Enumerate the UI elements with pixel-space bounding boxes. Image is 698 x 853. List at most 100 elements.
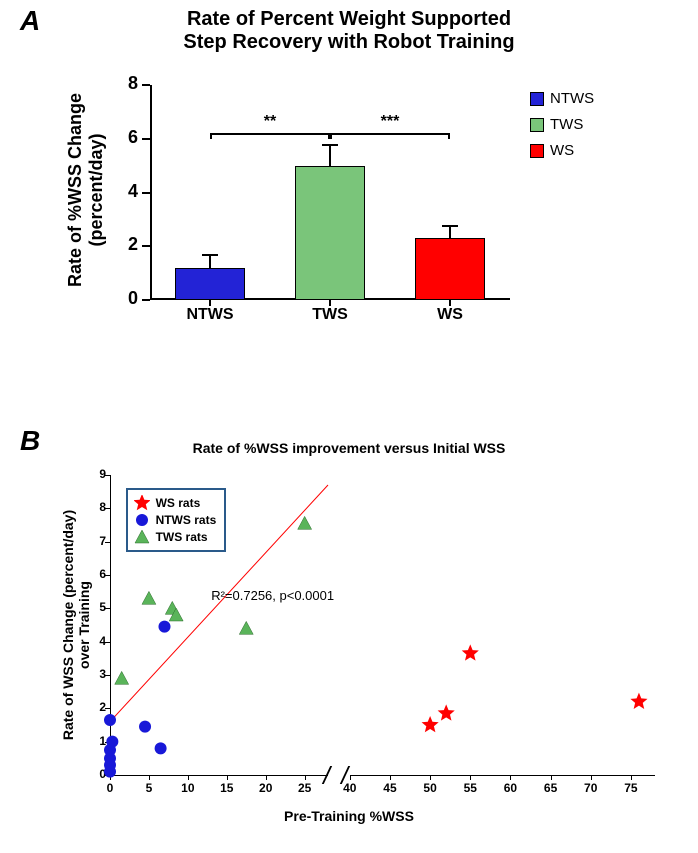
xtick xyxy=(266,775,267,780)
legend-label: NTWS xyxy=(550,90,594,107)
b-ylabel-l2: over Training xyxy=(76,581,92,669)
errorbar xyxy=(449,225,451,238)
xtick-label: 5 xyxy=(137,781,161,795)
point-ntws xyxy=(139,721,151,733)
bar-tws xyxy=(295,166,365,300)
errorbar-cap xyxy=(202,254,218,256)
title-line2: Step Recovery with Robot Training xyxy=(183,31,514,53)
ytick-label: 0 xyxy=(88,767,106,781)
ytick xyxy=(142,192,150,194)
point-ws xyxy=(438,704,455,720)
xtick-label: 65 xyxy=(539,781,563,795)
xtick xyxy=(209,300,211,306)
ylabel-l2: (percent/day) xyxy=(86,133,106,246)
ytick-label: 5 xyxy=(88,600,106,614)
panel-b-title: Rate of %WSS improvement versus Initial … xyxy=(0,440,698,456)
point-ws xyxy=(462,644,479,660)
xtick-label: 70 xyxy=(579,781,603,795)
sig-label: ** xyxy=(250,113,290,131)
ylabel-l1: Rate of %WSS Change xyxy=(65,93,85,287)
legend-marker-icon xyxy=(134,529,150,545)
legend-swatch xyxy=(530,144,544,158)
xtick-label: 50 xyxy=(418,781,442,795)
ytick-label: 1 xyxy=(88,734,106,748)
point-ntws xyxy=(159,621,171,633)
title-line1: Rate of Percent Weight Supported xyxy=(187,8,511,30)
ytick-label: 3 xyxy=(88,667,106,681)
ytick-label: 9 xyxy=(88,467,106,481)
xtick-label: 60 xyxy=(498,781,522,795)
xtick-label: 25 xyxy=(293,781,317,795)
xtick xyxy=(470,775,471,780)
b-ylabel-l1: Rate of WSS Change (percent/day) xyxy=(60,510,76,740)
sig-label: *** xyxy=(370,113,410,131)
xtick xyxy=(631,775,632,780)
xtick xyxy=(430,775,431,780)
xtick-label: 55 xyxy=(458,781,482,795)
ytick-label: 8 xyxy=(88,500,106,514)
legend-item-ws-rats: WS rats xyxy=(134,495,217,511)
xtick xyxy=(149,775,150,780)
xtick-label: 10 xyxy=(176,781,200,795)
legend-swatch xyxy=(530,92,544,106)
point-tws xyxy=(239,621,253,634)
legend-label: TWS rats xyxy=(156,530,208,544)
legend-swatch xyxy=(530,118,544,132)
xtick xyxy=(188,775,189,780)
panel-b-legend: WS rats NTWS rats TWS rats xyxy=(126,488,227,552)
point-tws xyxy=(115,671,129,684)
panel-a-chart: 02468NTWSTWSWS***** xyxy=(150,85,510,300)
ytick-label: 6 xyxy=(108,127,138,148)
xtick-label: 20 xyxy=(254,781,278,795)
ytick-label: 8 xyxy=(108,73,138,94)
ytick-label: 4 xyxy=(108,181,138,202)
xtick xyxy=(551,775,552,780)
xtick xyxy=(449,300,451,306)
ytick-label: 4 xyxy=(88,634,106,648)
ytick-label: 6 xyxy=(88,567,106,581)
bar-ws xyxy=(415,238,485,300)
errorbar xyxy=(209,254,211,267)
xtick-label: 75 xyxy=(619,781,643,795)
legend-label: WS xyxy=(550,142,574,159)
xtick-label: 0 xyxy=(98,781,122,795)
sig-bracket xyxy=(330,133,450,139)
legend-label: TWS xyxy=(550,116,583,133)
errorbar-cap xyxy=(322,144,338,146)
xtick-label: WS xyxy=(410,306,490,324)
point-ntws xyxy=(104,714,116,726)
xtick xyxy=(591,775,592,780)
bar-ntws xyxy=(175,268,245,300)
stats-annotation: R²=0.7256, p<0.0001 xyxy=(211,588,334,603)
panel-b-xlabel: Pre-Training %WSS xyxy=(0,808,698,824)
ytick xyxy=(142,84,150,86)
ytick-label: 2 xyxy=(108,234,138,255)
legend-item-ntws: NTWS xyxy=(530,90,594,107)
legend-label: WS rats xyxy=(156,496,201,510)
errorbar xyxy=(329,144,331,166)
ytick xyxy=(142,138,150,140)
panel-a-ylabel: Rate of %WSS Change (percent/day) xyxy=(65,80,107,300)
xtick-label: 40 xyxy=(338,781,362,795)
point-ntws xyxy=(155,742,167,754)
ytick xyxy=(142,299,150,301)
legend-marker-icon xyxy=(134,495,150,511)
xtick xyxy=(350,775,351,780)
legend-item-tws-rats: TWS rats xyxy=(134,529,217,545)
sig-bracket xyxy=(210,133,330,139)
xtick-label: 15 xyxy=(215,781,239,795)
point-ws xyxy=(630,693,647,709)
xtick xyxy=(305,775,306,780)
errorbar-cap xyxy=(442,225,458,227)
ytick-label: 0 xyxy=(108,288,138,309)
legend-item-ws: WS xyxy=(530,142,574,159)
legend-marker-icon xyxy=(134,512,150,528)
panel-b-chart: 012345678905101520254045505560657075R²=0… xyxy=(110,475,655,775)
ytick-label: 2 xyxy=(88,700,106,714)
ytick xyxy=(142,245,150,247)
legend-item-tws: TWS xyxy=(530,116,583,133)
legend-item-ntws-rats: NTWS rats xyxy=(134,512,217,528)
point-tws xyxy=(142,591,156,604)
legend-label: NTWS rats xyxy=(156,513,217,527)
xtick xyxy=(390,775,391,780)
